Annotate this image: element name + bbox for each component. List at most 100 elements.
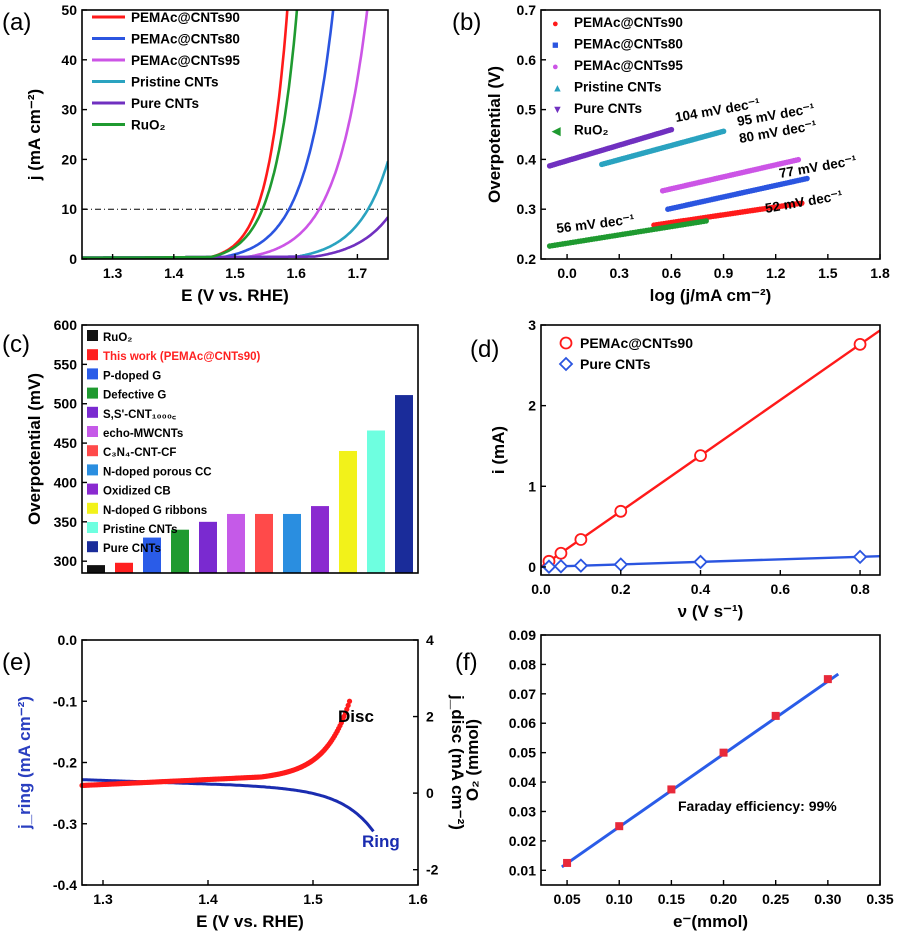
x-axis-f-tick-label: 0.20 bbox=[710, 891, 737, 907]
legend-swatch-7 bbox=[87, 464, 98, 476]
legend-label-5: RuO₂ bbox=[574, 123, 609, 138]
legend-label-2: P-doped G bbox=[103, 370, 161, 382]
x-axis-f-tick-label: 0.10 bbox=[606, 891, 633, 907]
y-axis-b-tick-label: 0.7 bbox=[517, 2, 537, 18]
x-axis-b-tick-label: 0.6 bbox=[662, 265, 682, 281]
y-axis-f-tick-label: 0.06 bbox=[509, 715, 536, 731]
data-point-0 bbox=[853, 337, 867, 351]
y-axis-c-tick-label: 350 bbox=[54, 514, 78, 530]
x-axis-d-tick-label: 0.6 bbox=[771, 581, 791, 597]
plot-frame-d bbox=[540, 324, 881, 576]
y-axis-title-right-e: j_disc (mA cm⁻²) bbox=[448, 694, 467, 830]
bar-6 bbox=[255, 513, 273, 573]
y-axis-d-tick-label: 3 bbox=[528, 317, 536, 333]
legend-swatch-10 bbox=[87, 522, 98, 533]
plot-frame-c bbox=[81, 324, 419, 574]
y-axis-a-tick-label: 50 bbox=[61, 2, 77, 18]
panel-f-faraday-chart: 0.05 0.10 0.15 0.20 0.25 0.30 0.35 0.01 0.02 0.03… bbox=[455, 627, 894, 931]
x-axis-a-tick-label: 1.6 bbox=[286, 265, 306, 281]
legend-label-10: Pristine CNTs bbox=[103, 524, 178, 536]
y-axis-a-tick-label: 10 bbox=[61, 201, 77, 217]
legend-swatch-8 bbox=[87, 483, 98, 495]
disc-point bbox=[346, 698, 353, 704]
y-axis-left-e-tick-label: -0.4 bbox=[53, 877, 77, 893]
legend-swatch-4 bbox=[87, 406, 98, 418]
x-axis-b-tick-label: 0.3 bbox=[609, 265, 629, 281]
data-point-1 bbox=[573, 558, 589, 573]
x-axis-f-tick-label: 0.35 bbox=[866, 891, 893, 907]
y-axis-title-d: i (mA) bbox=[489, 426, 508, 474]
legend-label-1: This work (PEMAc@CNTs90) bbox=[103, 351, 261, 363]
y-axis-f-tick-label: 0.08 bbox=[509, 656, 536, 672]
legend-label-3: Pristine CNTs bbox=[574, 80, 662, 95]
data-point-1 bbox=[541, 559, 557, 574]
legend-label-0: RuO₂ bbox=[103, 332, 132, 344]
y-axis-a-tick-label: 40 bbox=[61, 52, 77, 68]
legend-label-8: Oxidized CB bbox=[103, 486, 171, 498]
bar-8 bbox=[311, 506, 329, 573]
y-axis-title-f: O₂ (mmol) bbox=[463, 719, 482, 801]
y-axis-c-tick-label: 400 bbox=[54, 474, 78, 490]
x-axis-f-tick-label: 0.15 bbox=[658, 891, 685, 907]
x-axis-title-a: E (V vs. RHE) bbox=[181, 286, 289, 305]
data-point-0 bbox=[574, 533, 588, 546]
fit-line-0 bbox=[540, 329, 881, 568]
data-point-1 bbox=[553, 559, 569, 574]
panel-label-e: (e) bbox=[2, 649, 31, 676]
x-axis-b-tick-label: 0.0 bbox=[557, 265, 577, 281]
y-axis-d-tick-label: 0 bbox=[528, 559, 536, 575]
faraday-annotation: Faraday efficiency: 99% bbox=[678, 798, 837, 814]
legend-marker-1 bbox=[558, 356, 574, 372]
panel-label-f: (f) bbox=[455, 649, 478, 676]
series-point-0 bbox=[798, 200, 805, 206]
y-axis-right-e-tick-label: 0 bbox=[426, 785, 434, 801]
y-axis-right-e-tick-label: 4 bbox=[426, 632, 434, 648]
bar-3 bbox=[171, 529, 189, 573]
x-axis-title-b: log (j/mA cm⁻²) bbox=[650, 286, 772, 305]
y-axis-f-tick-label: 0.01 bbox=[509, 862, 536, 878]
y-axis-b-tick-label: 0.3 bbox=[517, 201, 537, 217]
y-axis-title-a: j (mA cm⁻²) bbox=[25, 89, 44, 181]
y-axis-a-tick-label: 0 bbox=[69, 251, 77, 267]
data-point bbox=[615, 822, 624, 831]
x-axis-e-tick-label: 1.5 bbox=[303, 891, 323, 907]
y-axis-left-e-tick-label: -0.1 bbox=[53, 693, 77, 709]
series-point-3 bbox=[720, 128, 727, 135]
legend-label-0: PEMAc@CNTs90 bbox=[580, 335, 693, 351]
legend-label-3: Defective G bbox=[103, 390, 166, 402]
x-axis-b-tick-label: 1.2 bbox=[766, 265, 786, 281]
y-axis-d-tick-label: 1 bbox=[528, 478, 536, 494]
legend-label-6: C₃N₄-CNT-CF bbox=[103, 447, 176, 459]
y-axis-c-tick-label: 600 bbox=[54, 317, 78, 333]
x-axis-f-tick-label: 0.30 bbox=[814, 891, 841, 907]
bar-4 bbox=[199, 521, 217, 573]
legend-label-2: PEMAc@CNTs95 bbox=[131, 53, 240, 68]
legend-marker-5: ◀ bbox=[551, 126, 561, 138]
bar-11 bbox=[395, 395, 413, 573]
panel-a-lsv-chart: 1.3 1.4 1.5 1.6 1.7 0 10 20 30 40 50 E (V vs. RHE) j… bbox=[2, 2, 389, 305]
x-axis-f-tick-label: 0.25 bbox=[762, 891, 789, 907]
legend-swatch-11 bbox=[87, 541, 98, 553]
panel-d-capacitance-chart: 0.0 0.2 0.4 0.6 0.8 0 1 2 3 ν (V s⁻¹) i (mA) (d) PEM… bbox=[470, 317, 881, 621]
x-axis-b-tick-label: 1.8 bbox=[870, 265, 890, 281]
bar-0 bbox=[87, 565, 105, 573]
annotation-ring: Ring bbox=[362, 832, 400, 851]
legend-label-2: PEMAc@CNTs95 bbox=[574, 58, 683, 73]
y-axis-b-tick-label: 0.6 bbox=[517, 52, 537, 68]
legend-label-3: Pristine CNTs bbox=[131, 75, 219, 90]
x-axis-e-tick-label: 1.4 bbox=[198, 891, 218, 907]
x-axis-d-tick-label: 0.0 bbox=[531, 581, 551, 597]
x-axis-title-f: e⁻(mmol) bbox=[673, 912, 748, 931]
plot-frame-b bbox=[540, 9, 881, 260]
legend-label-11: Pure CNTs bbox=[103, 543, 161, 555]
legend-marker-4: ▼ bbox=[552, 104, 563, 116]
x-axis-title-d: ν (V s⁻¹) bbox=[678, 602, 744, 621]
fit-line bbox=[561, 672, 840, 869]
series-line-5 bbox=[82, 10, 299, 259]
legend-label-4: S,S'-CNT₁₀₀₀꜀ bbox=[103, 409, 176, 421]
y-axis-b-tick-label: 0.2 bbox=[517, 251, 537, 267]
y-axis-f-tick-label: 0.04 bbox=[509, 774, 536, 790]
x-axis-a-tick-label: 1.5 bbox=[225, 265, 245, 281]
x-axis-f-tick-label: 0.05 bbox=[553, 891, 580, 907]
